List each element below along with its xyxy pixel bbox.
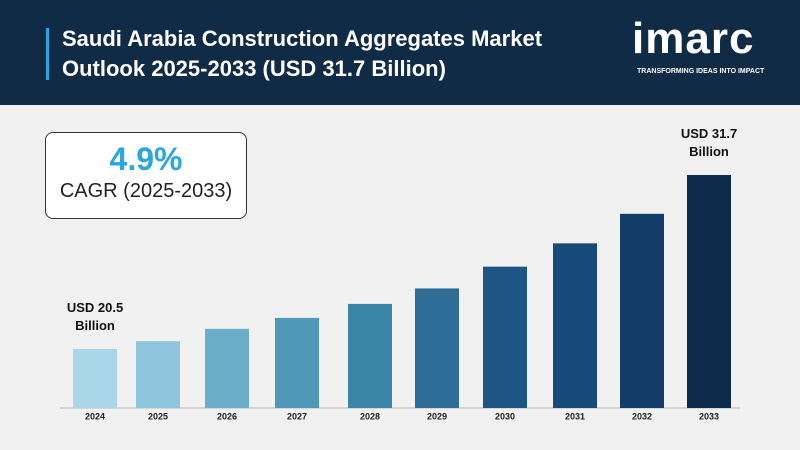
- x-tick-label: 2029: [427, 411, 447, 421]
- header: Saudi Arabia Construction Aggregates Mar…: [0, 0, 800, 105]
- x-tick-label: 2032: [632, 411, 652, 421]
- bar: [136, 341, 180, 408]
- bar: [415, 288, 459, 408]
- chart-title: Saudi Arabia Construction Aggregates Mar…: [62, 26, 543, 81]
- bar: [483, 266, 527, 408]
- bar: [620, 213, 664, 408]
- x-tick-label: 2030: [495, 411, 515, 421]
- x-tick-label: 2033: [699, 411, 719, 421]
- x-tick-label: 2026: [217, 411, 237, 421]
- cagr-box: 4.9% CAGR (2025-2033): [45, 132, 247, 219]
- x-tick-label: 2024: [85, 411, 105, 421]
- accent-bar: [46, 28, 49, 80]
- bar: [348, 303, 392, 408]
- bar: [73, 349, 117, 408]
- x-tick-label: 2031: [565, 411, 585, 421]
- bar: [205, 328, 249, 408]
- bar: [553, 243, 597, 408]
- value-label: USD 20.5 Billion: [66, 300, 124, 333]
- x-tick-label: 2027: [287, 411, 307, 421]
- bar: [687, 175, 731, 408]
- x-tick-label: 2025: [148, 411, 168, 421]
- cagr-value: 4.9%: [109, 141, 183, 177]
- x-tick-label: 2028: [360, 411, 380, 421]
- bar: [275, 317, 319, 408]
- logo-tagline: TRANSFORMING IDEAS INTO IMPACT: [637, 68, 765, 75]
- value-label: USD 31.7 Billion: [680, 126, 738, 159]
- logo: imarc: [632, 14, 755, 63]
- cagr-label: CAGR (2025-2033): [59, 180, 233, 202]
